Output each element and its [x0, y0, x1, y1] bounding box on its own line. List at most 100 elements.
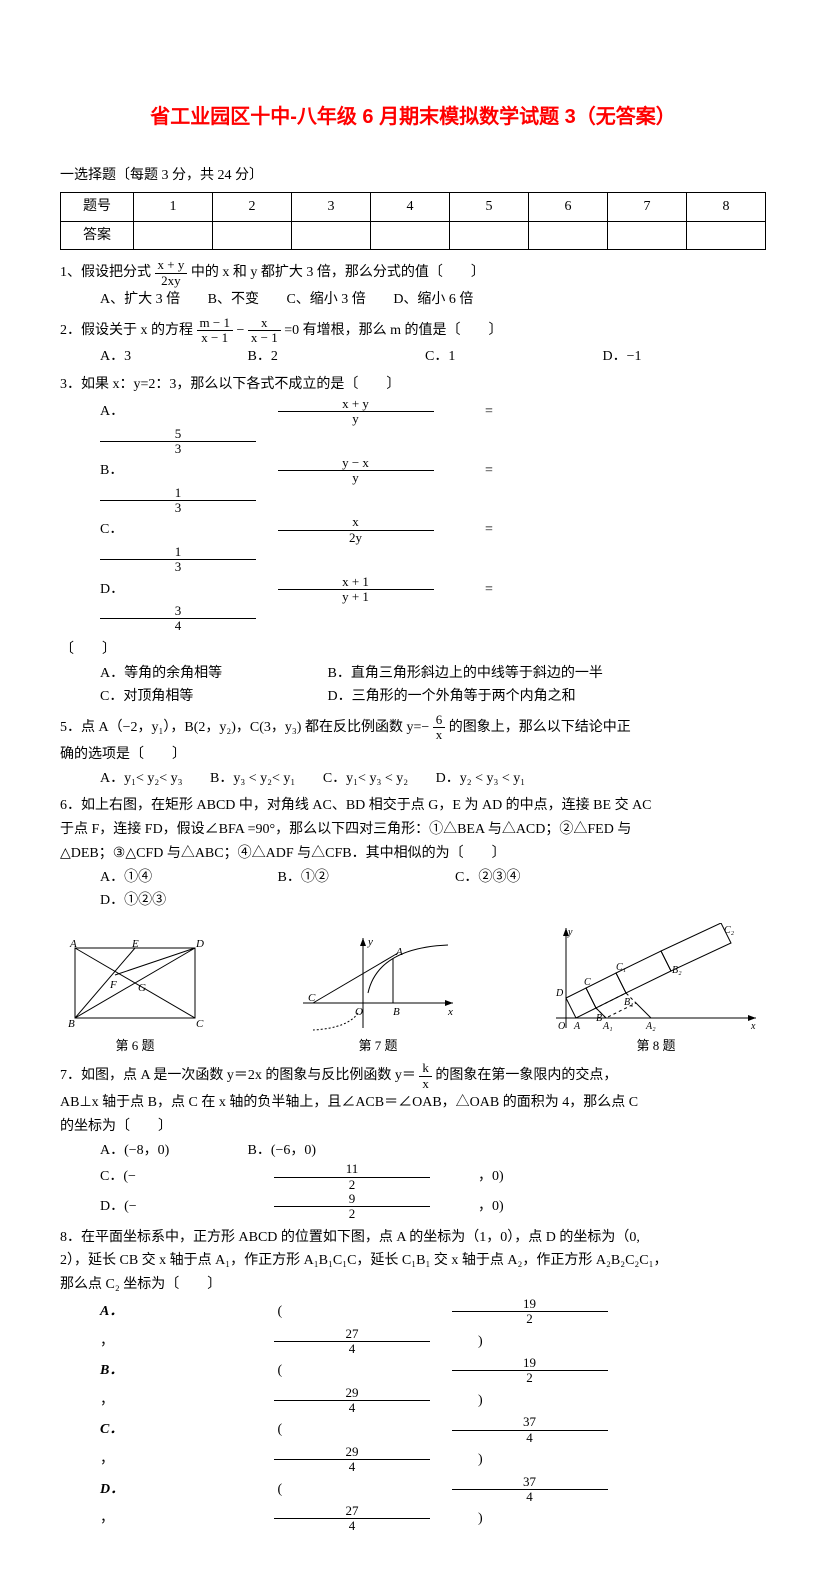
- question-6-l3: △DEB；③△CFD 与△ABC；④△ADF 与△CFB．其中相似的为〔 〕: [60, 842, 766, 866]
- frac-den: 4: [274, 1342, 430, 1356]
- col-head: 6: [529, 192, 608, 221]
- answer-table: 题号 1 2 3 4 5 6 7 8 答案: [60, 192, 766, 251]
- frac-den: 2: [452, 1371, 608, 1385]
- svg-text:x: x: [750, 1021, 756, 1032]
- eq: =: [485, 400, 635, 424]
- svg-text:B: B: [393, 1006, 400, 1018]
- svg-text:C: C: [308, 992, 316, 1004]
- frac-num: 37: [452, 1415, 608, 1430]
- page-title: 省工业园区十中-八年级 6 月期末模拟数学试题 3（无答案）: [60, 100, 766, 134]
- col-head: 2: [213, 192, 292, 221]
- opt-label: C．: [100, 518, 250, 542]
- frac-den: 2xy: [155, 274, 188, 288]
- option-c: C． (374，294): [100, 1415, 742, 1474]
- frac-den: x − 1: [248, 331, 281, 345]
- opt-label: D．: [100, 1478, 250, 1502]
- eq: =: [485, 459, 635, 483]
- option-d: D． x + 1y + 1 = 34: [100, 575, 742, 634]
- frac-den: 4: [274, 1519, 430, 1533]
- frac-den: x: [433, 728, 446, 742]
- frac-den: 4: [100, 619, 256, 633]
- frac-den: 4: [274, 1460, 430, 1474]
- question-3: 3．如果 x：y=2：3，那么以下各式不成立的是〔 〕: [60, 373, 766, 397]
- option-b: B． (192，294): [100, 1356, 742, 1415]
- option-a: A．y₁< y₂< y₃: [100, 767, 183, 791]
- svg-text:y: y: [367, 936, 373, 948]
- figures-row: A E D B C F G 第 6 题 C O B A y x 第 7 题: [60, 923, 766, 1057]
- eq: =: [485, 518, 635, 542]
- frac-den: 4: [452, 1490, 608, 1504]
- row-label: 题号: [61, 192, 134, 221]
- lparen: (: [278, 1300, 428, 1324]
- svg-text:y: y: [567, 927, 573, 938]
- frac-num: x + y: [155, 258, 188, 273]
- frac-num: 5: [100, 427, 256, 442]
- fig6-svg: A E D B C F G: [60, 933, 210, 1033]
- svg-text:B: B: [68, 1018, 75, 1030]
- opt-label: B．: [100, 459, 250, 483]
- q1-stem-b: 中的 x 和 y 都扩大 3 倍，那么分式的值〔 〕: [191, 265, 485, 280]
- figure-6: A E D B C F G 第 6 题: [60, 933, 210, 1057]
- frac-num: 19: [452, 1356, 608, 1371]
- frac-num: x: [278, 515, 434, 530]
- eq: =: [485, 578, 635, 602]
- q1-stem-a: 1、假设把分式: [60, 265, 155, 280]
- svg-text:O: O: [558, 1021, 565, 1032]
- opt-post: ，0): [478, 1195, 628, 1219]
- svg-text:D: D: [195, 938, 204, 950]
- opt-label: D．(−: [100, 1195, 250, 1219]
- comma: ，: [100, 1448, 250, 1472]
- frac-num: y − x: [278, 456, 434, 471]
- frac-num: 29: [274, 1445, 430, 1460]
- question-6-l2: 于点 F，连接 FD，假设∠BFA =90°，那么以下四对三角形：①△BEA 与…: [60, 818, 766, 842]
- frac-num: 27: [274, 1504, 430, 1519]
- figure-8: O A D C B A₁ B₁ C₁ A₂ B₂ C₂ y x 第 8 题: [546, 923, 766, 1057]
- col-head: 1: [134, 192, 213, 221]
- option-b: B． y − xy = 13: [100, 456, 742, 515]
- frac-den: x − 1: [197, 331, 233, 345]
- fig7-caption: 第 7 题: [293, 1035, 463, 1057]
- question-2: 2．假设关于 x 的方程 m − 1 x − 1 − x x − 1 =0 有增…: [60, 316, 766, 346]
- option-a: A． (192，274): [100, 1297, 742, 1356]
- option-a: A、扩大 3 倍: [100, 288, 180, 312]
- fig6-caption: 第 6 题: [60, 1035, 210, 1057]
- frac-den: 2: [274, 1178, 430, 1192]
- frac-num: 11: [274, 1162, 430, 1177]
- opt-label: C．: [100, 1418, 250, 1442]
- svg-text:A₁: A₁: [602, 1021, 613, 1032]
- svg-text:A₂: A₂: [645, 1021, 656, 1032]
- frac-num: 27: [274, 1327, 430, 1342]
- q5-options: A．y₁< y₂< y₃ B．y₃ < y₂< y₁ C．y₁< y₃ < y₂…: [60, 767, 766, 791]
- question-8-l1: 8．在平面坐标系中，正方形 ABCD 的位置如下图，点 A 的坐标为（1，0），…: [60, 1226, 766, 1250]
- frac-den: 4: [452, 1431, 608, 1445]
- q2-frac2: x x − 1: [248, 316, 281, 346]
- svg-text:E: E: [131, 938, 139, 950]
- frac-num: k: [419, 1061, 432, 1076]
- frac-den: y + 1: [278, 590, 434, 604]
- option-d: D、缩小 6 倍: [393, 288, 473, 312]
- lparen: (: [278, 1418, 428, 1442]
- svg-text:F: F: [109, 979, 117, 991]
- svg-text:C₁: C₁: [616, 962, 626, 973]
- option-c: C．y₁< y₃ < y₂: [323, 767, 408, 791]
- frac-den: y: [278, 471, 434, 485]
- svg-text:C₂: C₂: [724, 925, 735, 936]
- frac-den: 3: [100, 501, 256, 515]
- comma: ，: [100, 1389, 250, 1413]
- option-d: D．y₂ < y₃ < y₁: [436, 767, 526, 791]
- question-8-l3: 那么点 C₂ 坐标为〔 〕: [60, 1273, 766, 1297]
- option-d: D．(−92，0): [100, 1192, 652, 1222]
- svg-text:O: O: [355, 1006, 363, 1018]
- section-heading: 一选择题〔每题 3 分，共 24 分〕: [60, 164, 766, 188]
- option-c: C、缩小 3 倍: [286, 288, 365, 312]
- q7-options: A．(−8，0) B．(−6，0) C．(−112，0) D．(−92，0): [60, 1139, 766, 1222]
- frac-num: 6: [433, 713, 446, 728]
- option-b: B．直角三角形斜边上的中线等于斜边的一半: [328, 662, 603, 686]
- option-b: B、不变: [208, 288, 259, 312]
- q2-stem-b: =0 有增根，那么 m 的值是〔 〕: [284, 323, 502, 338]
- svg-text:G: G: [138, 982, 146, 994]
- svg-text:D: D: [555, 988, 564, 999]
- comma: ，: [100, 1507, 250, 1531]
- q5-frac: 6x: [433, 713, 446, 743]
- q7-stem-b: 的图象在第一象限内的交点，: [435, 1068, 617, 1083]
